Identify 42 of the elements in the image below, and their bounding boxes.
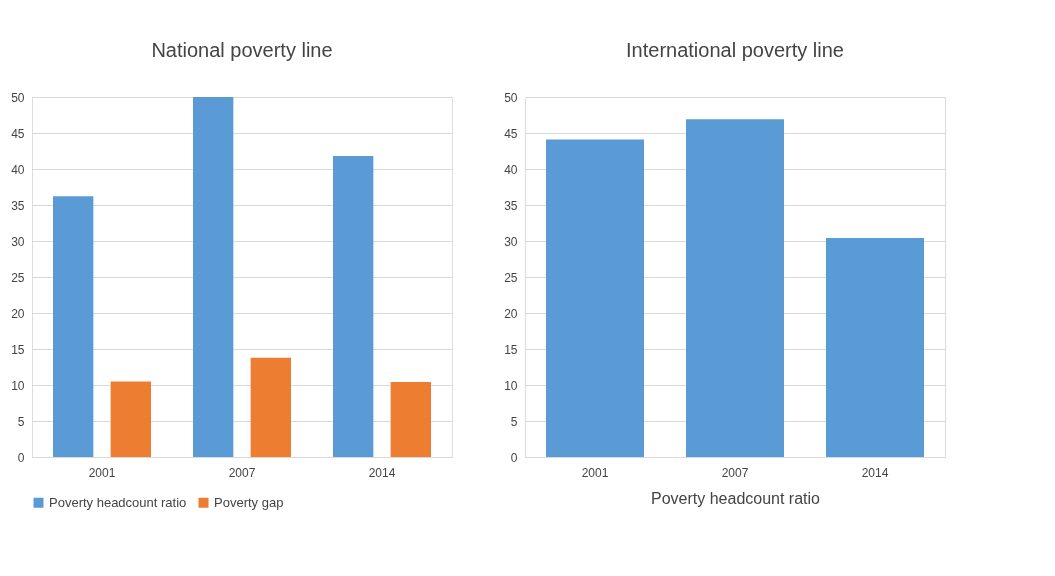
x-axis-title: Poverty headcount ratio [651, 489, 821, 507]
legend-label: Poverty gap [214, 494, 284, 510]
y-tick-label: 25 [504, 270, 518, 285]
y-tick-label: 30 [11, 234, 25, 249]
y-tick-label: 20 [504, 306, 518, 321]
bar [546, 139, 644, 457]
bar [686, 119, 784, 457]
y-tick-label: 30 [504, 234, 518, 249]
y-tick-label: 10 [504, 378, 518, 393]
y-tick-label: 50 [504, 90, 518, 105]
y-tick-label: 20 [11, 306, 25, 321]
y-tick-label: 40 [11, 162, 25, 177]
chart-title: International poverty line [626, 39, 844, 61]
bar [250, 357, 291, 457]
y-tick-label: 0 [510, 450, 518, 465]
bar [110, 381, 151, 457]
x-tick-label: 2001 [88, 465, 116, 480]
y-tick-label: 25 [11, 270, 25, 285]
y-tick-label: 45 [11, 126, 25, 141]
x-tick-label: 2007 [721, 465, 749, 480]
x-tick-label: 2007 [228, 465, 256, 480]
x-tick-label: 2014 [861, 465, 889, 480]
y-tick-label: 5 [17, 414, 25, 429]
x-tick-label: 2014 [368, 465, 396, 480]
bar [333, 156, 374, 457]
bar [193, 97, 234, 457]
y-tick-label: 0 [17, 450, 25, 465]
y-tick-label: 35 [11, 198, 25, 213]
legend-label: Poverty headcount ratio [49, 494, 187, 510]
bar [390, 382, 431, 457]
y-tick-label: 5 [510, 414, 518, 429]
y-tick-label: 50 [11, 90, 25, 105]
y-tick-label: 45 [504, 126, 518, 141]
chart-title: National poverty line [151, 39, 333, 61]
bar [53, 196, 94, 457]
y-tick-label: 15 [504, 342, 518, 357]
y-tick-label: 35 [504, 198, 518, 213]
y-tick-label: 10 [11, 378, 25, 393]
x-tick-label: 2001 [581, 465, 609, 480]
bar [826, 238, 924, 457]
y-tick-label: 40 [504, 162, 518, 177]
y-tick-label: 15 [11, 342, 25, 357]
